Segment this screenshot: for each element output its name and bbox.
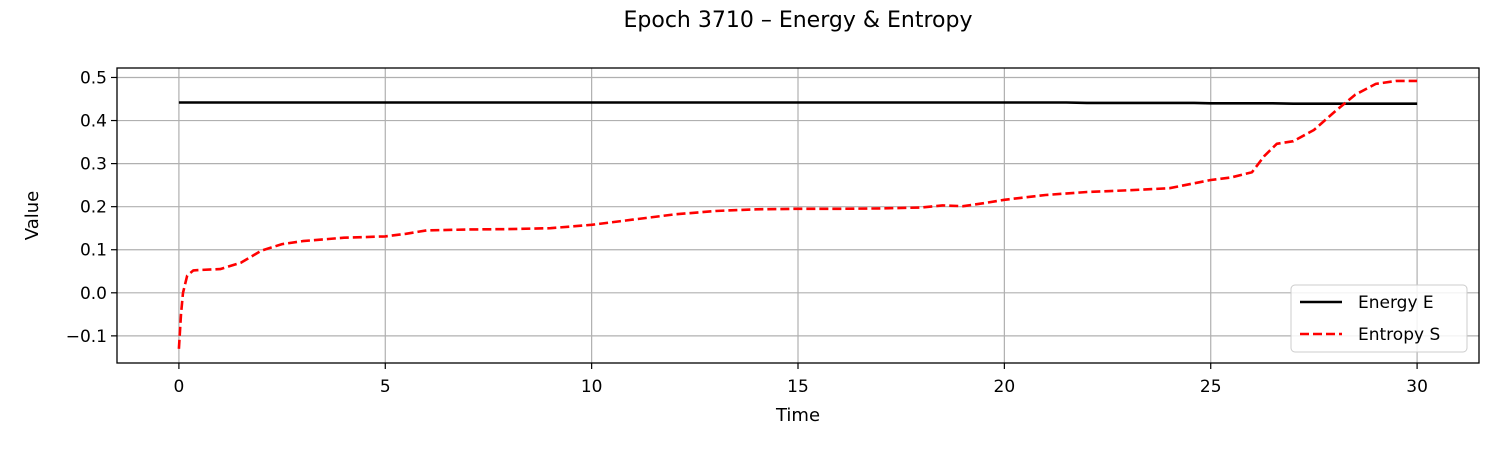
series-lines (177, 79, 1418, 349)
y-tick-label: −0.1 (66, 327, 107, 347)
y-tick-label: 0.3 (80, 155, 107, 175)
axis-ticks: 0 5 10 15 20 25 30 −0.1 0.0 0.1 0.2 0.3 0.4 0.5 (66, 68, 1428, 397)
x-tick-label: 25 (1200, 377, 1222, 397)
y-tick-label: 0.0 (80, 284, 107, 304)
legend-label-0: Energy E (1358, 293, 1434, 313)
legend-label-1: Entropy S (1358, 325, 1440, 345)
x-tick-label: 0 (173, 377, 184, 397)
y-axis-label: Value (22, 191, 43, 240)
chart-title: Epoch 3710 – Energy & Entropy (624, 8, 973, 33)
series-line-0 (178, 101, 1418, 105)
y-tick-label: 0.2 (80, 198, 107, 218)
x-tick-label: 15 (787, 377, 809, 397)
x-tick-label: 30 (1406, 377, 1428, 397)
y-tick-label: 0.4 (80, 112, 107, 132)
legend: Energy E Entropy S (1290, 284, 1468, 353)
y-tick-label: 0.5 (80, 68, 107, 88)
x-tick-label: 10 (581, 377, 603, 397)
x-tick-label: 20 (994, 377, 1016, 397)
x-axis-label: Time (775, 405, 820, 426)
y-tick-label: 0.1 (80, 241, 107, 261)
series-line-1 (177, 79, 1418, 349)
grid (117, 68, 1479, 363)
x-tick-label: 5 (380, 377, 391, 397)
